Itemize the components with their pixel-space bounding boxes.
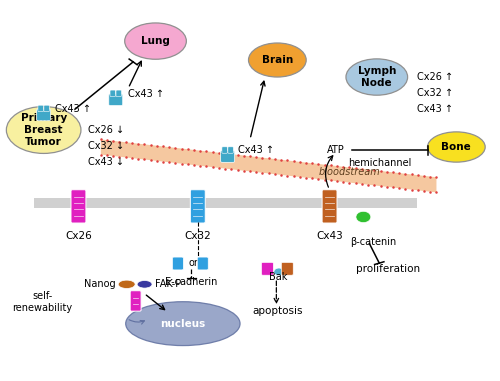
FancyBboxPatch shape: [220, 150, 234, 162]
Text: Cx26 ↑: Cx26 ↑: [416, 72, 452, 82]
Text: Cx43 ↑: Cx43 ↑: [128, 89, 164, 99]
Text: Cx32: Cx32: [184, 231, 211, 241]
FancyBboxPatch shape: [116, 90, 121, 96]
FancyBboxPatch shape: [198, 257, 208, 270]
Text: apoptosis: apoptosis: [252, 306, 302, 316]
FancyBboxPatch shape: [228, 147, 234, 153]
Text: FAK-P: FAK-P: [154, 279, 181, 289]
Text: β-catenin: β-catenin: [350, 237, 397, 247]
Text: Lymph
Node: Lymph Node: [358, 66, 396, 88]
FancyBboxPatch shape: [38, 105, 44, 112]
Text: Cx32 ↓: Cx32 ↓: [88, 141, 124, 151]
Ellipse shape: [118, 280, 135, 288]
Ellipse shape: [137, 280, 152, 288]
FancyBboxPatch shape: [322, 190, 337, 223]
Text: Cx43 ↑: Cx43 ↑: [238, 145, 274, 155]
Text: ATP: ATP: [326, 146, 344, 155]
FancyBboxPatch shape: [71, 190, 86, 223]
Text: Cx43 ↑: Cx43 ↑: [55, 104, 91, 114]
Text: Bone: Bone: [442, 142, 471, 152]
Ellipse shape: [124, 23, 186, 59]
Ellipse shape: [428, 132, 485, 162]
Text: Cx32 ↑: Cx32 ↑: [416, 88, 452, 98]
FancyBboxPatch shape: [222, 147, 228, 153]
Text: Lung: Lung: [141, 36, 170, 46]
FancyBboxPatch shape: [262, 263, 274, 275]
Text: proliferation: proliferation: [356, 264, 420, 274]
Text: Cx43 ↑: Cx43 ↑: [416, 104, 452, 114]
Text: Cx26: Cx26: [65, 231, 92, 241]
Text: self-
renewability: self- renewability: [12, 291, 72, 313]
FancyBboxPatch shape: [110, 90, 116, 96]
Text: Primary
Breast
Tumor: Primary Breast Tumor: [20, 114, 67, 147]
Text: or: or: [189, 258, 198, 269]
Text: Cx26 ↓: Cx26 ↓: [88, 125, 124, 135]
Text: Nanog: Nanog: [84, 279, 116, 289]
FancyBboxPatch shape: [44, 105, 50, 112]
Text: E-cadherin: E-cadherin: [165, 277, 218, 287]
Text: nucleus: nucleus: [160, 319, 206, 329]
FancyBboxPatch shape: [172, 257, 184, 270]
Text: Cx43: Cx43: [316, 231, 343, 241]
Text: Brain: Brain: [262, 55, 293, 65]
Ellipse shape: [248, 43, 306, 77]
Text: Cx43 ↓: Cx43 ↓: [88, 157, 124, 167]
Ellipse shape: [6, 107, 81, 154]
Polygon shape: [101, 139, 436, 192]
Circle shape: [356, 211, 371, 223]
Circle shape: [274, 268, 284, 275]
FancyBboxPatch shape: [190, 190, 206, 223]
Ellipse shape: [346, 59, 408, 95]
FancyBboxPatch shape: [109, 94, 122, 106]
FancyBboxPatch shape: [130, 291, 141, 311]
FancyBboxPatch shape: [36, 109, 51, 121]
Text: Bak: Bak: [268, 272, 287, 282]
Ellipse shape: [126, 302, 240, 346]
Text: bloodstream: bloodstream: [318, 167, 380, 177]
FancyBboxPatch shape: [34, 198, 416, 208]
Text: hemichannel: hemichannel: [348, 158, 412, 168]
FancyBboxPatch shape: [282, 263, 294, 275]
